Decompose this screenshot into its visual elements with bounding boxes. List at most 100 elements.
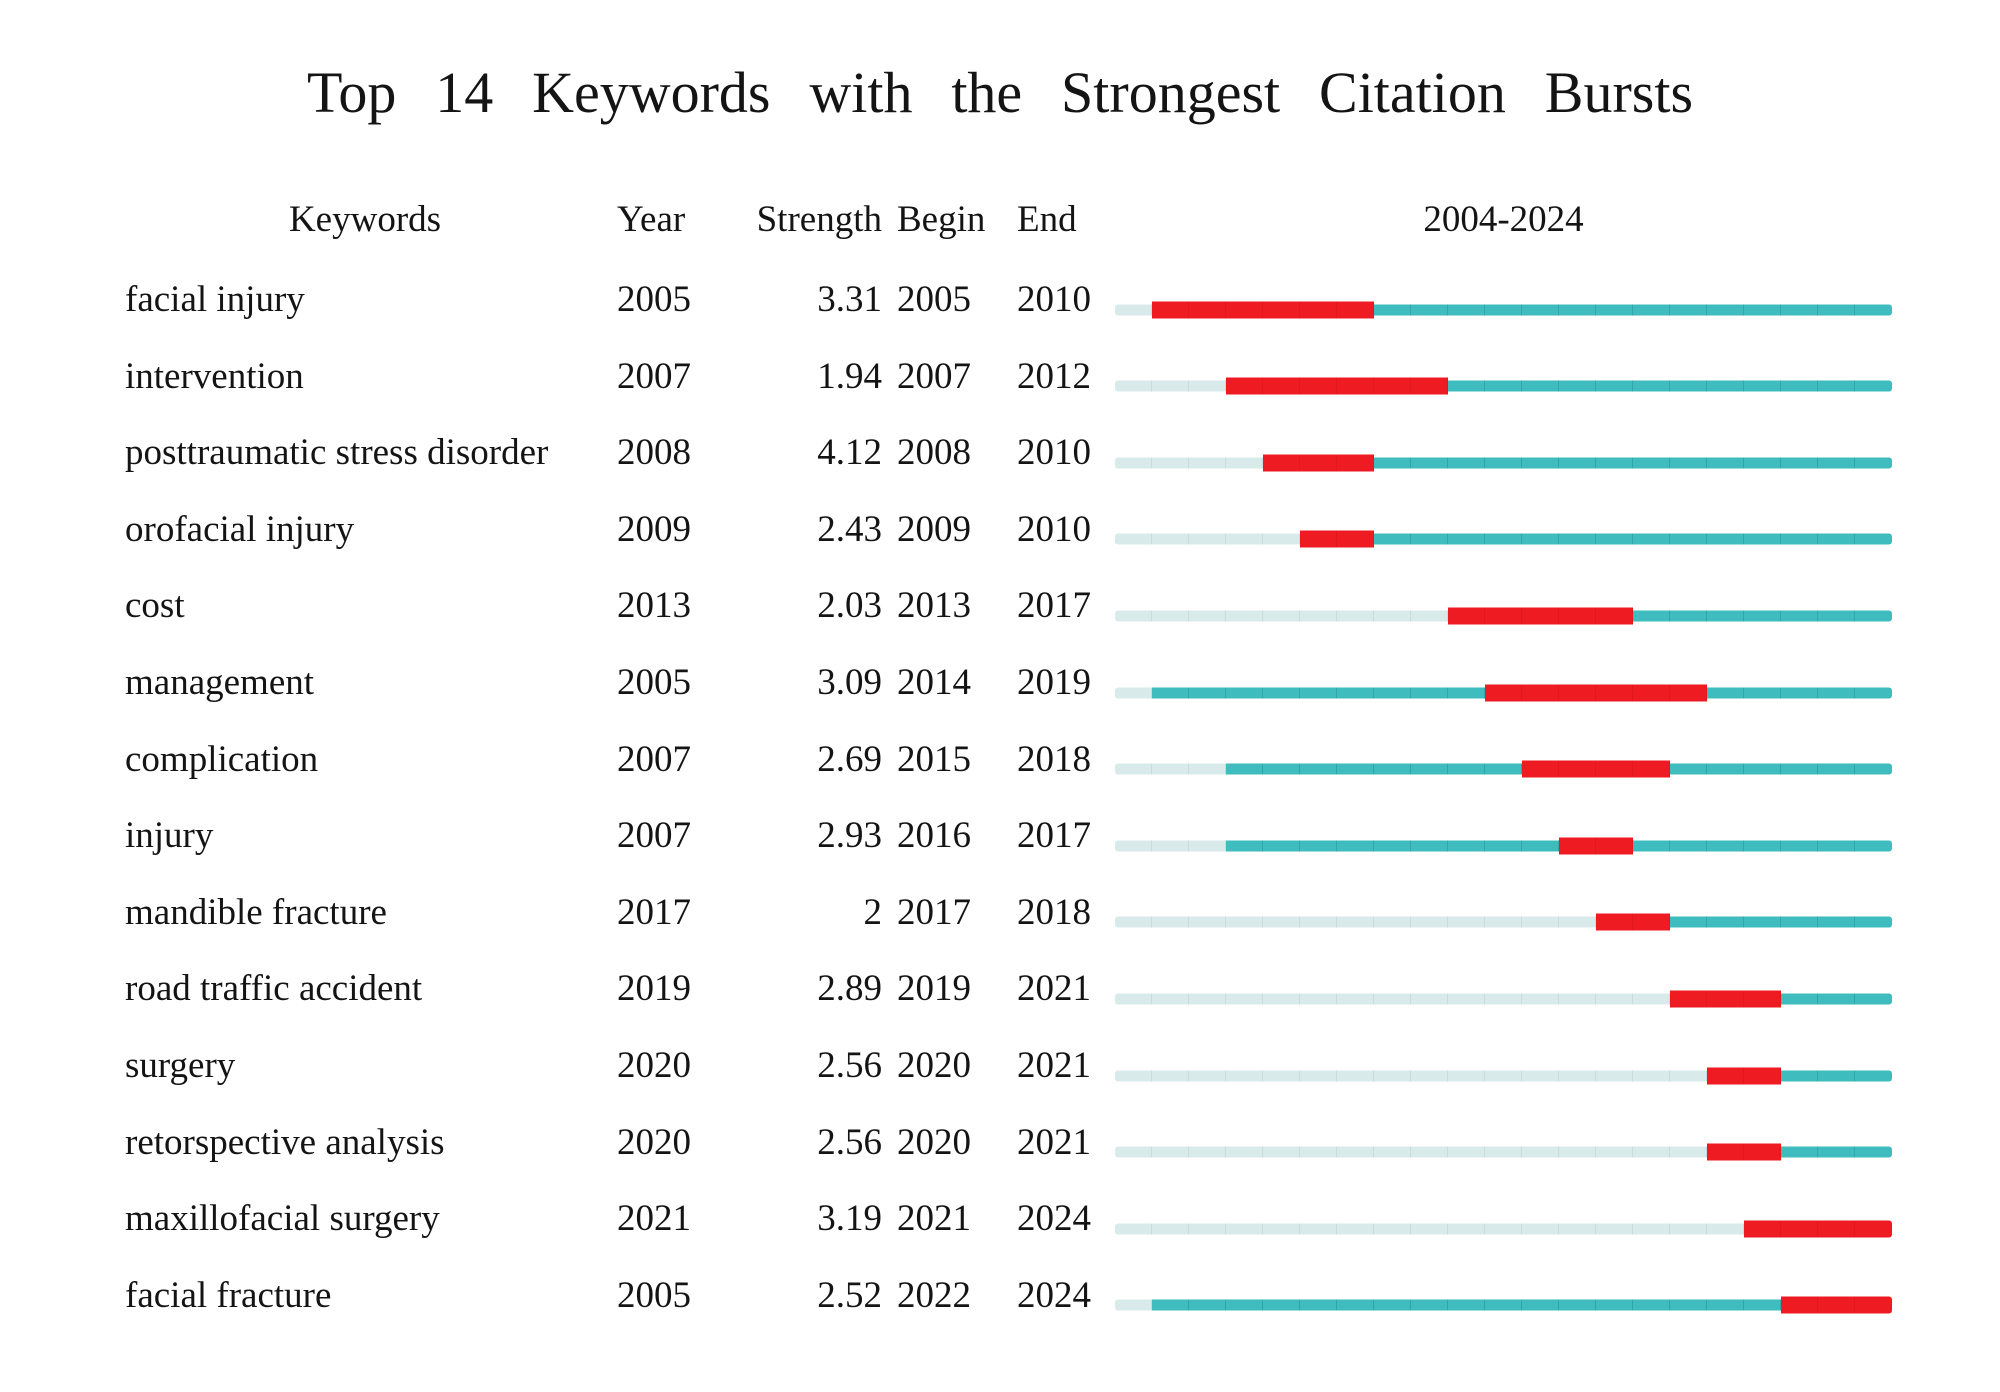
year-slice bbox=[1226, 687, 1263, 698]
keyword-cell: complication bbox=[125, 738, 319, 780]
year-slice bbox=[1115, 457, 1152, 469]
year-slice bbox=[1115, 1070, 1152, 1081]
year-slice bbox=[1337, 993, 1374, 1005]
table-row: posttraumatic stress disorder 2008 4.12 200… bbox=[0, 414, 2000, 491]
timeline-bar bbox=[1115, 530, 1892, 548]
year-slice bbox=[1115, 1146, 1152, 1158]
year-slice bbox=[1411, 916, 1448, 928]
year-slice bbox=[1263, 1070, 1300, 1081]
year-slice bbox=[1374, 840, 1411, 852]
year-slice bbox=[1374, 1223, 1411, 1235]
year-slice bbox=[1337, 301, 1374, 318]
year-slice bbox=[1448, 304, 1485, 315]
year-slice bbox=[1300, 1146, 1337, 1158]
year-slice bbox=[1152, 1299, 1189, 1311]
year-slice bbox=[1744, 1299, 1781, 1311]
year-slice bbox=[1115, 687, 1152, 698]
begin-cell: 2013 bbox=[897, 585, 971, 627]
strength-cell: 1.94 bbox=[817, 355, 882, 397]
keyword-cell: mandible fracture bbox=[125, 891, 387, 933]
year-slice bbox=[1855, 1220, 1892, 1238]
end-cell: 2012 bbox=[1017, 355, 1091, 397]
year-slice bbox=[1707, 1223, 1744, 1235]
year-slice bbox=[1633, 1070, 1670, 1081]
year-cell: 2007 bbox=[617, 355, 691, 397]
year-slice bbox=[1744, 916, 1781, 928]
year-slice bbox=[1670, 763, 1707, 775]
keyword-cell: cost bbox=[125, 585, 185, 627]
year-slice bbox=[1744, 533, 1781, 545]
year-slice bbox=[1448, 607, 1485, 625]
year-slice bbox=[1633, 1146, 1670, 1158]
table-row: injury 2007 2.93 2016 2017 bbox=[0, 797, 2000, 874]
year-slice bbox=[1818, 457, 1855, 469]
year-slice bbox=[1670, 1070, 1707, 1081]
year-slice bbox=[1818, 916, 1855, 928]
year-slice bbox=[1781, 1146, 1818, 1158]
year-cell: 2009 bbox=[617, 508, 691, 550]
year-slice bbox=[1707, 840, 1744, 852]
year-slice bbox=[1559, 533, 1596, 545]
year-slice bbox=[1744, 990, 1781, 1008]
year-slice bbox=[1596, 1299, 1633, 1311]
year-slice bbox=[1707, 533, 1744, 545]
year-slice bbox=[1263, 687, 1300, 698]
year-slice bbox=[1152, 1223, 1189, 1235]
year-slice bbox=[1374, 457, 1411, 469]
year-slice bbox=[1670, 840, 1707, 852]
timeline-bar bbox=[1115, 684, 1892, 701]
year-slice bbox=[1781, 1070, 1818, 1081]
year-slice bbox=[1559, 760, 1596, 778]
year-slice bbox=[1522, 607, 1559, 625]
year-slice bbox=[1337, 840, 1374, 852]
year-slice bbox=[1115, 1223, 1152, 1235]
year-slice bbox=[1189, 1299, 1226, 1311]
year-slice bbox=[1374, 304, 1411, 315]
year-slice bbox=[1300, 1223, 1337, 1235]
year-slice bbox=[1300, 916, 1337, 928]
year-slice bbox=[1411, 533, 1448, 545]
year-slice bbox=[1374, 533, 1411, 545]
year-slice bbox=[1485, 1299, 1522, 1311]
year-slice bbox=[1189, 1146, 1226, 1158]
keyword-cell: management bbox=[125, 662, 315, 703]
year-slice bbox=[1226, 301, 1263, 318]
year-cell: 2008 bbox=[617, 432, 691, 474]
end-cell: 2024 bbox=[1017, 1198, 1091, 1240]
year-slice bbox=[1300, 610, 1337, 622]
year-slice bbox=[1707, 687, 1744, 698]
timeline-bar bbox=[1115, 1067, 1892, 1084]
year-cell: 2005 bbox=[617, 1274, 691, 1316]
strength-cell: 2.56 bbox=[817, 1121, 882, 1163]
timeline-bar bbox=[1115, 454, 1892, 472]
year-slice bbox=[1818, 533, 1855, 545]
year-slice bbox=[1744, 380, 1781, 392]
year-slice bbox=[1411, 1223, 1448, 1235]
year-slice bbox=[1559, 457, 1596, 469]
year-slice bbox=[1559, 684, 1596, 701]
keyword-cell: posttraumatic stress disorder bbox=[125, 432, 549, 474]
year-cell: 2017 bbox=[617, 891, 691, 933]
year-slice bbox=[1115, 380, 1152, 392]
year-slice bbox=[1707, 610, 1744, 622]
year-slice bbox=[1115, 763, 1152, 775]
year-cell: 2013 bbox=[617, 585, 691, 627]
year-slice bbox=[1226, 916, 1263, 928]
year-slice bbox=[1670, 990, 1707, 1008]
year-slice bbox=[1189, 533, 1226, 545]
begin-cell: 2016 bbox=[897, 815, 971, 857]
year-slice bbox=[1670, 304, 1707, 315]
col-header-end: End bbox=[1017, 199, 1077, 240]
year-slice bbox=[1596, 684, 1633, 701]
year-slice bbox=[1300, 301, 1337, 318]
year-cell: 2007 bbox=[617, 738, 691, 780]
year-slice bbox=[1337, 763, 1374, 775]
keyword-cell: retorspective analysis bbox=[125, 1121, 445, 1163]
year-slice bbox=[1633, 840, 1670, 852]
year-slice bbox=[1855, 916, 1892, 928]
year-slice bbox=[1337, 610, 1374, 622]
year-slice bbox=[1263, 916, 1300, 928]
strength-cell: 3.31 bbox=[817, 279, 882, 320]
year-slice bbox=[1152, 301, 1189, 318]
year-slice bbox=[1559, 304, 1596, 315]
